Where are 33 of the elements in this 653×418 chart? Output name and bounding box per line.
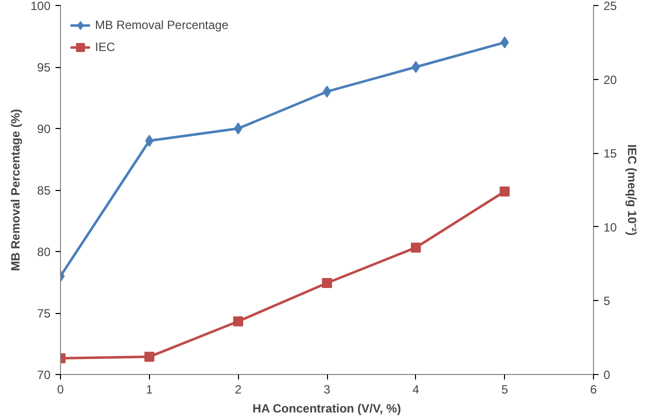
y-tick-label: 100: [30, 0, 51, 13]
x-tick-label: 2: [234, 382, 242, 396]
x-tick-label: 5: [501, 382, 508, 396]
y2-tick-label: 25: [604, 0, 618, 13]
y-tick-label: 85: [37, 184, 51, 198]
y2-tick-label: 20: [604, 72, 618, 87]
y2-tick-label: 5: [604, 294, 610, 308]
y-tick-label: 75: [37, 306, 51, 320]
x-tick-label: 1: [146, 382, 153, 396]
y-axis-title: MB Removal Percentage (%): [8, 108, 22, 272]
y2-tick-label: 15: [604, 146, 618, 161]
x-tick-label: 3: [324, 382, 331, 396]
x-tick-label: 0: [57, 382, 64, 396]
y2-tick-label: 0: [604, 368, 610, 382]
point: [412, 61, 420, 73]
point: [144, 352, 154, 362]
x-axis-title: HA Concentration (V/V, %): [252, 402, 402, 416]
legend-label: MB Removal Percentage: [95, 18, 228, 32]
y2-tick-label: 10: [604, 220, 618, 234]
point: [410, 242, 421, 253]
point: [500, 186, 510, 196]
y-tick-label: 80: [37, 245, 51, 259]
y-tick-label: 95: [37, 60, 51, 74]
legend-label: IEC: [95, 40, 116, 54]
point: [322, 278, 332, 288]
x-tick-label: 4: [412, 382, 420, 396]
x-tick-label: 6: [590, 382, 598, 396]
y2-axis-title: IEC (meq/g 10⁻²): [624, 144, 639, 236]
y-tick-label: 90: [37, 122, 51, 136]
point: [233, 316, 244, 326]
y-tick-label: 70: [37, 368, 51, 382]
point: [322, 86, 332, 98]
point: [234, 122, 242, 134]
